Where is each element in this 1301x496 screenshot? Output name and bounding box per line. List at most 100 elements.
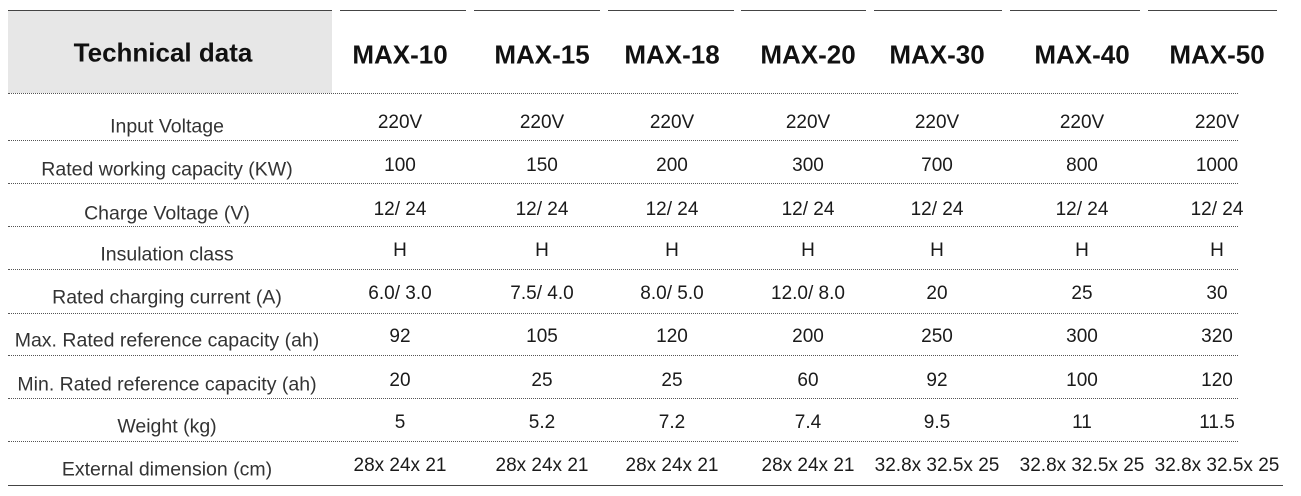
row-separator — [8, 313, 1238, 314]
cell-value: 28x 24x 21 — [495, 455, 589, 476]
cell-value: H — [1075, 240, 1089, 261]
cell-value: 320 — [1201, 326, 1233, 347]
cell-value: 200 — [656, 155, 688, 176]
cell-value: 12.0/ 8.0 — [771, 283, 845, 304]
cell-value: 7.5/ 4.0 — [510, 283, 574, 304]
column-header: MAX-15 — [494, 39, 590, 70]
cell-value: 25 — [661, 370, 683, 391]
cell-value: 220V — [519, 112, 565, 133]
cell-value: 120 — [656, 326, 688, 347]
cell-value: 300 — [792, 155, 824, 176]
cell-value: 25 — [1071, 283, 1093, 304]
cell-value: 5 — [394, 412, 406, 433]
cell-value: 60 — [797, 370, 819, 391]
cell-value: 32.8x 32.5x 25 — [1019, 455, 1145, 476]
cell-value: 5.2 — [528, 412, 556, 433]
cell-value: 92 — [926, 370, 948, 391]
column-header: MAX-50 — [1169, 39, 1265, 70]
top-rule — [8, 10, 332, 11]
row-label: External dimension (cm) — [61, 458, 273, 481]
cell-value: 220V — [1194, 112, 1240, 133]
row-label: Rated working capacity (KW) — [41, 158, 293, 181]
cell-value: 12/ 24 — [373, 199, 427, 220]
row-separator — [8, 93, 1238, 94]
cell-value: 250 — [921, 326, 953, 347]
cell-value: 220V — [377, 112, 423, 133]
column-header: MAX-20 — [760, 39, 856, 70]
cell-value: H — [535, 240, 549, 261]
cell-value: 25 — [531, 370, 553, 391]
cell-value: 220V — [1059, 112, 1105, 133]
row-label: Min. Rated reference capacity (ah) — [17, 373, 317, 396]
row-label: Input Voltage — [110, 115, 224, 138]
row-label: Charge Voltage (V) — [84, 202, 250, 225]
cell-value: 100 — [384, 155, 416, 176]
top-rule — [874, 10, 1002, 11]
top-rule — [1010, 10, 1140, 11]
cell-value: 12/ 24 — [781, 199, 835, 220]
cell-value: 220V — [785, 112, 831, 133]
cell-value: 6.0/ 3.0 — [368, 283, 432, 304]
bottom-rule — [8, 485, 1283, 486]
row-separator — [8, 140, 1238, 141]
row-separator — [8, 441, 1238, 442]
row-label: Rated charging current (A) — [52, 286, 282, 309]
cell-value: 1000 — [1195, 155, 1239, 176]
top-rule — [340, 10, 466, 11]
cell-value: 12/ 24 — [645, 199, 699, 220]
cell-value: 7.2 — [658, 412, 686, 433]
header-background — [8, 10, 332, 93]
cell-value: 700 — [921, 155, 953, 176]
cell-value: 800 — [1066, 155, 1098, 176]
row-separator — [8, 355, 1238, 356]
cell-value: 12/ 24 — [910, 199, 964, 220]
column-header: MAX-30 — [889, 39, 985, 70]
cell-value: 7.4 — [794, 412, 822, 433]
cell-value: 92 — [389, 326, 411, 347]
cell-value: 28x 24x 21 — [353, 455, 447, 476]
cell-value: 12/ 24 — [515, 199, 569, 220]
row-separator — [8, 269, 1238, 270]
column-header: MAX-18 — [624, 39, 720, 70]
cell-value: H — [1210, 240, 1224, 261]
row-label: Insulation class — [100, 243, 234, 266]
row-separator — [8, 398, 1238, 399]
cell-value: 105 — [526, 326, 558, 347]
cell-value: H — [801, 240, 815, 261]
header-title: Technical data — [73, 37, 253, 68]
cell-value: 8.0/ 5.0 — [640, 283, 704, 304]
cell-value: 32.8x 32.5x 25 — [874, 455, 1000, 476]
cell-value: 220V — [649, 112, 695, 133]
column-header: MAX-40 — [1034, 39, 1130, 70]
cell-value: 150 — [526, 155, 558, 176]
cell-value: 9.5 — [923, 412, 951, 433]
row-separator — [8, 226, 1238, 227]
cell-value: H — [393, 240, 407, 261]
top-rule — [1148, 10, 1277, 11]
cell-value: 12/ 24 — [1190, 199, 1244, 220]
cell-value: 28x 24x 21 — [625, 455, 719, 476]
cell-value: 20 — [926, 283, 948, 304]
cell-value: 28x 24x 21 — [761, 455, 855, 476]
cell-value: 12/ 24 — [1055, 199, 1109, 220]
row-label: Max. Rated reference capacity (ah) — [14, 329, 320, 352]
cell-value: H — [665, 240, 679, 261]
cell-value: 11.5 — [1199, 412, 1235, 433]
cell-value: 20 — [389, 370, 411, 391]
column-header: MAX-10 — [352, 39, 448, 70]
cell-value: H — [930, 240, 944, 261]
row-separator — [8, 183, 1238, 184]
cell-value: 220V — [914, 112, 960, 133]
cell-value: 120 — [1201, 370, 1233, 391]
cell-value: 30 — [1206, 283, 1228, 304]
top-rule — [608, 10, 734, 11]
cell-value: 32.8x 32.5x 25 — [1154, 455, 1280, 476]
cell-value: 200 — [792, 326, 824, 347]
top-rule — [474, 10, 600, 11]
row-label: Weight (kg) — [117, 415, 217, 438]
cell-value: 100 — [1066, 370, 1098, 391]
cell-value: 11 — [1072, 412, 1092, 433]
cell-value: 300 — [1066, 326, 1098, 347]
top-rule — [741, 10, 866, 11]
